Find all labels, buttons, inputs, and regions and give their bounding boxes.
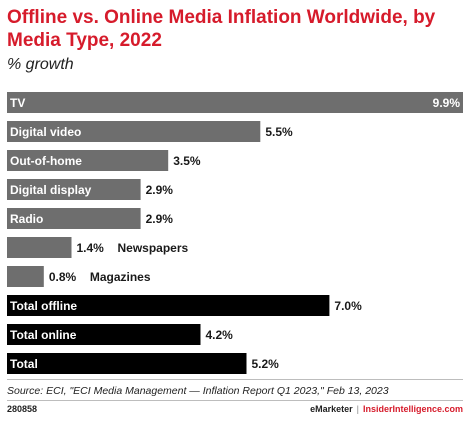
value-label-tv: 9.9% [433, 96, 461, 110]
bar-total [7, 353, 247, 374]
category-label-total-online: Total online [10, 328, 77, 342]
bar-total-online [7, 324, 201, 345]
bar-digital-display [7, 179, 141, 200]
brand-separator: | [356, 404, 359, 414]
category-label-digital-video: Digital video [10, 125, 81, 139]
bar-out-of-home [7, 150, 169, 171]
value-label-radio: 2.9% [146, 212, 174, 226]
value-label-digital-display: 2.9% [146, 183, 174, 197]
value-label-total-online: 4.2% [205, 328, 233, 342]
bar-newspapers [7, 237, 72, 258]
chart-id: 280858 [7, 404, 38, 414]
value-label-total: 5.2% [252, 357, 280, 371]
bar-chart: TV 9.9% Digital video 5.5% Out-of-home 3.5% Di… [7, 92, 463, 374]
footer-divider [7, 400, 463, 401]
chart-subtitle: % growth [7, 56, 74, 73]
bar-radio [7, 208, 141, 229]
chart-title: Offline vs. Online Media Inflation World… [7, 7, 436, 51]
category-label-out-of-home: Out-of-home [10, 154, 82, 168]
category-label-digital-display: Digital display [10, 183, 92, 197]
value-label-total-offline: 7.0% [334, 299, 362, 313]
bar-tv [7, 92, 463, 113]
brand-name: eMarketer [310, 404, 353, 414]
site-link[interactable]: InsiderIntelligence.com [362, 404, 463, 414]
category-label-total-offline: Total offline [10, 299, 77, 313]
category-label-newspapers: Newspapers [117, 241, 188, 255]
category-label-radio: Radio [10, 212, 43, 226]
bar-total-offline [7, 295, 330, 316]
value-label-magazines: 0.8% [49, 270, 77, 284]
value-label-newspapers: 1.4% [76, 241, 104, 255]
value-label-digital-video: 5.5% [265, 125, 293, 139]
bar-magazines [7, 266, 44, 287]
value-label-out-of-home: 3.5% [173, 154, 201, 168]
category-label-tv: TV [10, 96, 25, 110]
source-divider [7, 379, 463, 380]
category-label-total: Total [10, 357, 38, 371]
bar-digital-video [7, 121, 261, 142]
category-label-magazines: Magazines [90, 270, 151, 284]
footer-brand: eMarketer | InsiderIntelligence.com [310, 404, 463, 414]
source-note: Source: ECI, "ECI Media Management — Inf… [7, 385, 389, 397]
